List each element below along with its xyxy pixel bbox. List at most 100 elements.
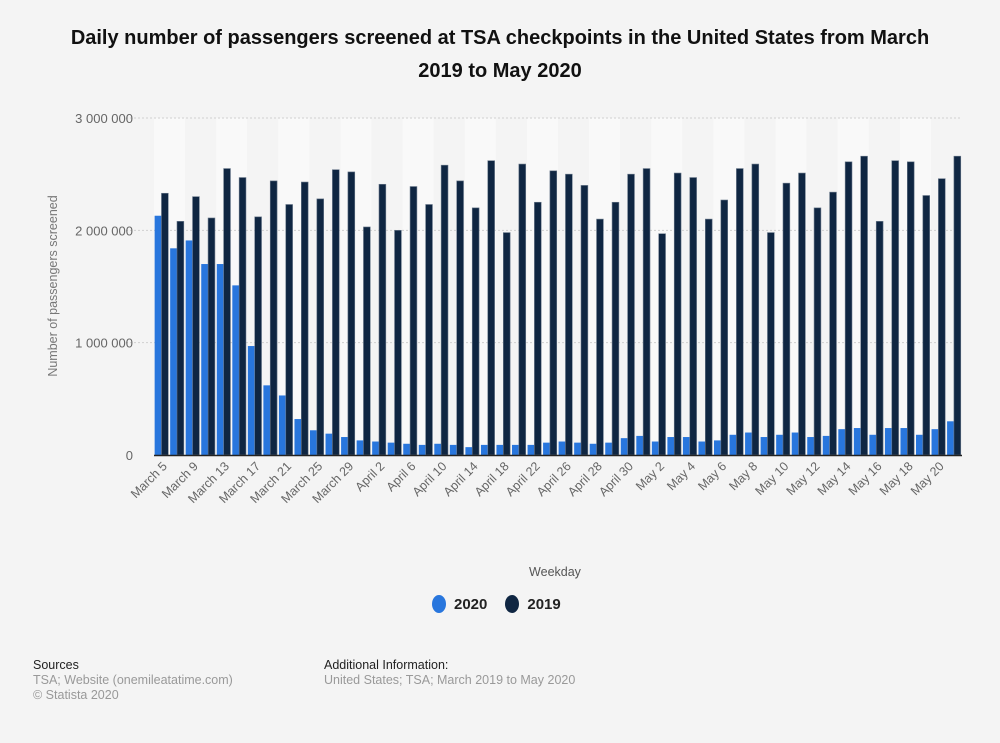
bar-2019 (798, 172, 806, 456)
sources-block: Sources TSA; Website (onemileatatime.com… (33, 658, 233, 703)
bar-2019 (673, 172, 682, 456)
bar-2019 (891, 160, 899, 456)
bar-2019 (844, 161, 853, 456)
bar-2020 (232, 285, 240, 455)
y-tick-label: 3 000 000 (75, 111, 133, 126)
bar-2020 (900, 428, 908, 455)
bar-2019 (192, 196, 200, 456)
legend-marker-2020 (432, 595, 446, 613)
bar-2020 (916, 434, 923, 455)
y-tick-label: 2 000 000 (75, 223, 133, 238)
bar-2020 (667, 437, 675, 455)
bar-2020 (931, 429, 939, 455)
bar-2019 (767, 232, 775, 456)
bar-2020 (776, 434, 783, 455)
legend-item-2019[interactable]: 2019 (505, 595, 561, 613)
bar-2019 (409, 186, 418, 456)
bar-2020 (294, 419, 302, 455)
additional-info-heading: Additional Information: (324, 658, 449, 672)
bar-2020 (247, 346, 255, 455)
bar-2019 (596, 218, 604, 456)
legend-label-2019: 2019 (527, 595, 561, 613)
x-tick-label: May 10 (753, 459, 792, 498)
y-tick-label: 1 000 000 (75, 336, 133, 351)
bar-2019 (161, 192, 169, 456)
bar-2020 (869, 434, 877, 455)
bar-2020 (884, 428, 892, 455)
bar-2020 (480, 444, 488, 455)
bar-2019 (689, 177, 697, 456)
bar-2019 (611, 201, 620, 456)
bar-2020 (434, 443, 442, 455)
additional-info-text: United States; TSA; March 2019 to May 20… (324, 673, 576, 687)
bar-2019 (394, 230, 402, 456)
x-tick-label: April 30 (596, 459, 636, 499)
bar-2019 (440, 164, 449, 456)
bar-2020 (791, 432, 799, 455)
bar-2020 (729, 434, 737, 455)
bar-2020 (574, 442, 581, 455)
bar-2019 (565, 173, 573, 456)
bar-2020 (372, 441, 379, 455)
bar-2019 (627, 173, 635, 456)
bar-2019 (549, 170, 558, 456)
sources-heading: Sources (33, 658, 79, 672)
legend-label-2020: 2020 (454, 595, 488, 613)
bar-2020 (216, 264, 224, 455)
bar-2019 (938, 178, 946, 456)
bar-2019 (487, 160, 495, 456)
sources-text: TSA; Website (onemileatatime.com) (33, 673, 233, 687)
bar-2020 (154, 215, 162, 455)
x-tick-label: May 16 (846, 459, 885, 498)
bar-2020 (605, 442, 613, 455)
bar-2019 (332, 169, 340, 456)
bar-2020 (527, 444, 535, 455)
bar-2019 (860, 155, 868, 456)
bar-2019 (207, 217, 216, 456)
bar-2019 (907, 161, 915, 456)
bar-2019 (518, 163, 526, 456)
bar-2019 (658, 233, 666, 456)
additional-info-block: Additional Information: United States; T… (324, 658, 575, 688)
bar-2019 (534, 201, 542, 456)
bar-2020 (682, 437, 690, 455)
x-tick-label: May 14 (815, 459, 854, 498)
bar-2019 (456, 180, 464, 456)
x-tick-label: May 20 (908, 459, 947, 498)
bar-2020 (698, 441, 706, 455)
bar-2020 (589, 443, 597, 455)
bar-2020 (543, 442, 550, 455)
bar-2020 (185, 240, 193, 455)
bar-2019 (254, 216, 262, 456)
copyright-text: © Statista 2020 (33, 688, 119, 702)
bar-2019 (580, 185, 589, 456)
bar-2020 (620, 438, 628, 455)
bar-2020 (807, 437, 815, 455)
bar-2019 (875, 221, 884, 456)
bar-2020 (512, 444, 519, 455)
bar-2020 (714, 440, 721, 455)
bar-2019 (269, 180, 278, 456)
bar-2019 (285, 204, 293, 456)
bar-2020 (465, 447, 473, 455)
bar-2020 (310, 430, 317, 455)
bar-2020 (263, 385, 271, 455)
bar-2019 (642, 168, 651, 456)
bar-2020 (170, 248, 177, 455)
bar-2019 (301, 181, 309, 456)
bar-2019 (813, 207, 822, 456)
bar-2020 (387, 442, 395, 455)
chart-title: Daily number of passengers screened at T… (70, 27, 930, 82)
bar-2020 (636, 435, 644, 455)
legend-item-2020[interactable]: 2020 (432, 595, 487, 613)
bar-2020 (356, 440, 364, 455)
bar-2019 (471, 207, 480, 456)
bar-2019 (425, 204, 433, 456)
y-axis-label: Number of passengers screened (46, 195, 60, 376)
bar-2020 (822, 435, 830, 455)
bar-2020 (745, 432, 752, 455)
x-tick-label: May 12 (784, 459, 823, 498)
bar-2020 (201, 264, 209, 455)
bar-2019 (720, 199, 728, 456)
bar-2020 (947, 421, 954, 455)
